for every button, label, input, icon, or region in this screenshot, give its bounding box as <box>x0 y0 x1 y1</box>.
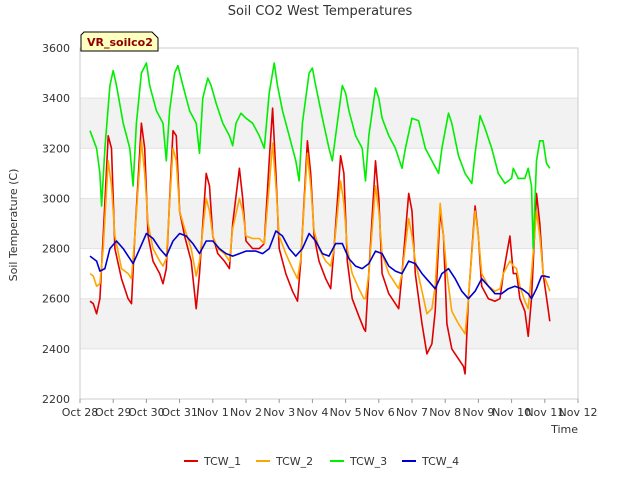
x-tick-label: Oct 31 <box>161 406 198 419</box>
x-tick-label: Nov 2 <box>230 406 262 419</box>
legend-label: TCW_1 <box>203 455 241 468</box>
x-tick-label: Nov 5 <box>330 406 362 419</box>
y-tick-label: 2800 <box>42 243 70 256</box>
chart-title: Soil CO2 West Temperatures <box>228 4 413 19</box>
y-axis-ticks: 2200 2400 2600 2800 3000 3200 3400 3600 <box>42 42 70 406</box>
y-tick-label: 3400 <box>42 92 70 105</box>
x-tick-label: Nov 9 <box>462 406 494 419</box>
x-tick-label: Nov 8 <box>429 406 461 419</box>
series-lines <box>89 62 551 375</box>
site-badge: VR_soilco2 <box>80 31 159 52</box>
x-tick-label: Nov 4 <box>296 406 328 419</box>
x-tick-label: Nov 6 <box>363 406 395 419</box>
x-tick-label: Oct 28 <box>62 406 99 419</box>
series-line-tcw-4 <box>89 230 551 300</box>
grid-band <box>80 348 578 399</box>
legend-label: TCW_2 <box>275 455 313 468</box>
y-tick-label: 2400 <box>42 343 70 356</box>
x-tick-label: Oct 30 <box>128 406 165 419</box>
y-tick-label: 3000 <box>42 192 70 205</box>
legend-label: TCW_3 <box>349 455 387 468</box>
y-axis-label: Soil Temperature (C) <box>7 169 20 282</box>
x-tick-label: Nov 3 <box>263 406 295 419</box>
x-tick-label: Nov 11 <box>525 406 564 419</box>
series-line-tcw-3 <box>89 62 551 250</box>
grid-band <box>80 148 578 199</box>
legend-label: TCW_4 <box>421 455 459 468</box>
legend: TCW_1 TCW_2 TCW_3 TCW_4 <box>184 455 459 468</box>
x-axis-label: Time <box>550 423 578 436</box>
x-tick-label: Nov 10 <box>492 406 531 419</box>
y-tick-label: 2200 <box>42 393 70 406</box>
grid-band <box>80 298 578 349</box>
grid-bands <box>80 47 578 400</box>
plot-area-frame <box>79 47 579 400</box>
grid-band <box>80 198 578 249</box>
grid-band <box>80 48 578 99</box>
x-tick-label: Nov 7 <box>396 406 428 419</box>
y-tick-label: 3600 <box>42 42 70 55</box>
x-tick-label: Oct 29 <box>95 406 132 419</box>
site-badge-box <box>80 31 159 52</box>
x-tick-label: Nov 1 <box>197 406 229 419</box>
y-tick-label: 2600 <box>42 293 70 306</box>
y-tick-label: 3200 <box>42 142 70 155</box>
x-tick-label: Nov 12 <box>559 406 598 419</box>
site-badge-text: VR_soilco2 <box>87 36 153 49</box>
series-line-tcw-2 <box>89 140 551 335</box>
